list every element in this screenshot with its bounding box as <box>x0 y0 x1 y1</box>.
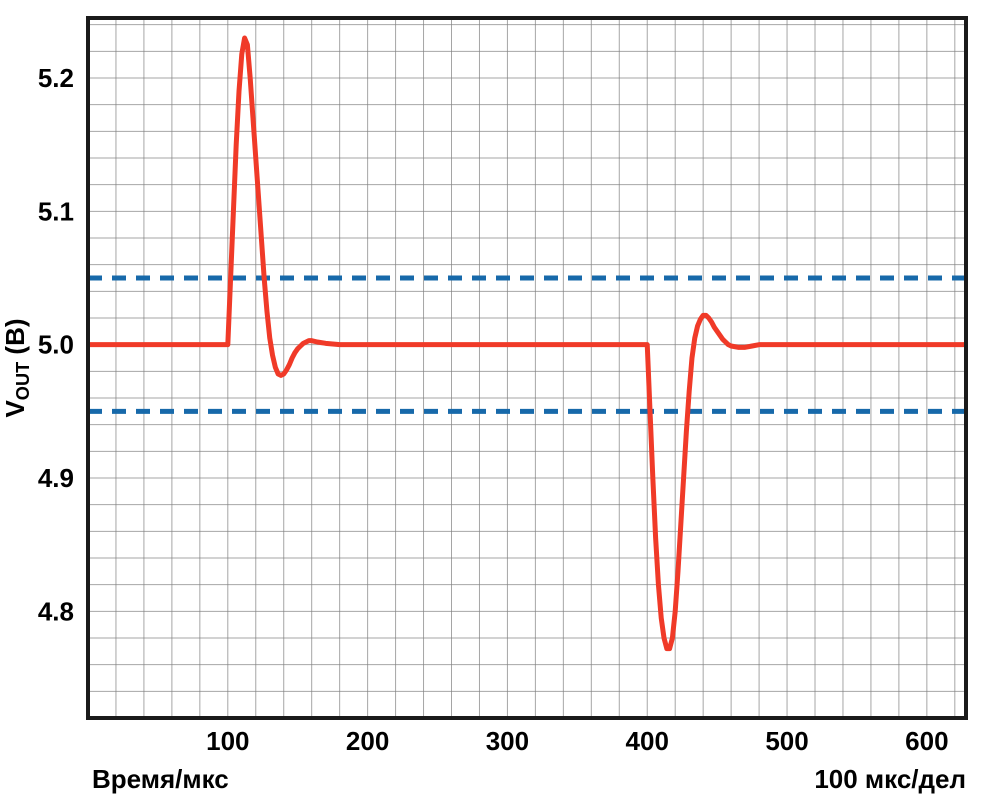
svg-text:100 мкс/дел: 100 мкс/дел <box>814 764 966 794</box>
svg-text:4.8: 4.8 <box>38 596 74 626</box>
svg-text:400: 400 <box>626 726 669 756</box>
svg-text:5.1: 5.1 <box>38 196 74 226</box>
svg-text:4.9: 4.9 <box>38 463 74 493</box>
svg-text:600: 600 <box>905 726 948 756</box>
svg-text:100: 100 <box>206 726 249 756</box>
svg-text:Время/мкс: Время/мкс <box>92 764 229 794</box>
svg-text:5.2: 5.2 <box>38 63 74 93</box>
svg-text:300: 300 <box>486 726 529 756</box>
vout-transient-chart: 1002003004005006004.84.95.05.15.2VOUT (В… <box>0 0 989 796</box>
chart-svg: 1002003004005006004.84.95.05.15.2VOUT (В… <box>0 0 989 796</box>
svg-text:5.0: 5.0 <box>38 330 74 360</box>
svg-text:500: 500 <box>765 726 808 756</box>
svg-text:200: 200 <box>346 726 389 756</box>
